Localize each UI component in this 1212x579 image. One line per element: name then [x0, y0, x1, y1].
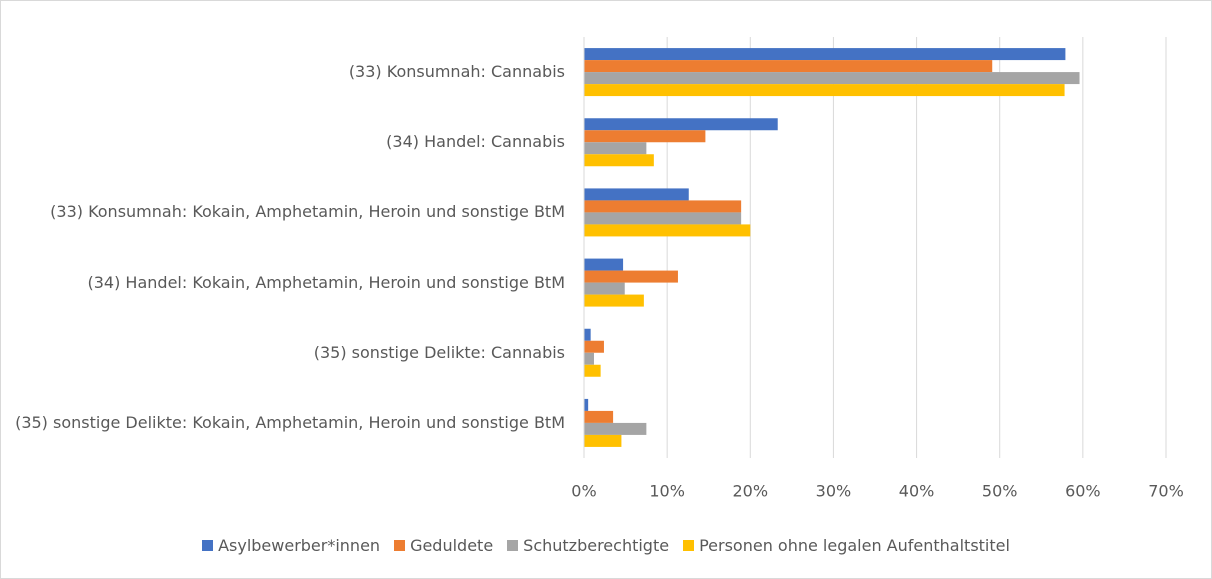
legend-swatch — [683, 540, 695, 551]
x-tick-label: 0% — [571, 482, 596, 501]
x-tick-label: 70% — [1148, 482, 1184, 501]
legend-item: Geduldete — [394, 536, 493, 555]
category-label: (34) Handel: Cannabis — [386, 132, 565, 152]
bar — [584, 142, 647, 155]
legend-swatch — [202, 540, 214, 551]
bar — [584, 212, 742, 225]
bar — [584, 154, 654, 167]
bar — [584, 398, 589, 411]
bar — [584, 118, 778, 131]
legend-item: Personen ohne legalen Aufenthaltstitel — [683, 536, 1010, 555]
bar — [584, 130, 706, 143]
bar — [584, 434, 622, 447]
bar — [584, 188, 689, 201]
bar — [584, 294, 644, 307]
bar — [584, 410, 614, 423]
legend-swatch — [507, 540, 519, 551]
x-tick-label: 10% — [649, 482, 685, 501]
x-tick-label: 50% — [982, 482, 1018, 501]
bar — [584, 72, 1080, 85]
bar — [584, 422, 647, 435]
category-label: (35) sonstige Delikte: Cannabis — [313, 342, 565, 362]
bar — [584, 328, 591, 341]
bar — [584, 364, 601, 377]
bar — [584, 352, 594, 365]
bar — [584, 270, 678, 283]
legend-label: Geduldete — [410, 536, 494, 555]
bar — [584, 258, 624, 271]
legend-label: Asylbewerber*innen — [218, 536, 381, 555]
category-label: (33) Konsumnah: Cannabis — [348, 62, 565, 82]
legend-label: Schutzberechtigte — [523, 536, 670, 555]
bar — [584, 340, 604, 353]
legend-label: Personen ohne legalen Aufenthaltstitel — [699, 536, 1010, 555]
category-label: (35) sonstige Delikte: Kokain, Amphetami… — [15, 412, 565, 432]
bar — [584, 282, 625, 295]
x-tick-label: 30% — [816, 482, 852, 501]
legend-swatch — [394, 540, 406, 551]
x-tick-label: 40% — [899, 482, 935, 501]
legend: Asylbewerber*innen Geduldete Schutzberecht… — [0, 536, 1212, 555]
x-tick-label: 60% — [1065, 482, 1101, 501]
legend-item: Schutzberechtigte — [507, 536, 669, 555]
bar — [584, 48, 1066, 61]
category-label: (34) Handel: Kokain, Amphetamin, Heroin … — [87, 272, 566, 292]
x-tick-label: 20% — [733, 482, 769, 501]
category-label: (33) Konsumnah: Kokain, Amphetamin, Hero… — [50, 202, 565, 222]
bar — [584, 60, 993, 73]
bar — [584, 84, 1065, 97]
bar — [584, 200, 742, 213]
bar — [584, 224, 751, 237]
legend-item: Asylbewerber*innen — [202, 536, 380, 555]
